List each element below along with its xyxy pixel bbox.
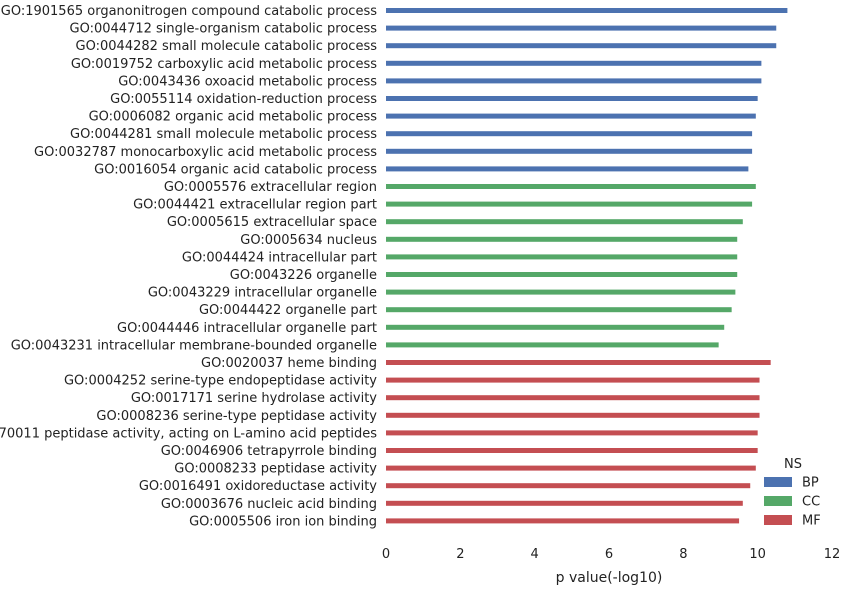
bar (386, 395, 760, 401)
bar (386, 500, 743, 506)
x-tick-label: 6 (605, 547, 613, 562)
bar (386, 166, 749, 172)
bar (386, 60, 762, 66)
category-label: GO:0005634 nucleus (240, 233, 377, 248)
bar (386, 8, 788, 13)
category-label: GO:0005615 extracellular space (167, 215, 377, 230)
bar (386, 113, 756, 119)
category-label: GO:0020037 heme binding (201, 356, 377, 371)
legend-label: BP (802, 476, 819, 491)
legend-label: CC (802, 495, 820, 510)
category-label: GO:0055114 oxidation-reduction process (110, 92, 377, 107)
category-label: GO:0005506 iron ion binding (189, 514, 377, 529)
bar (386, 78, 762, 84)
category-label: GO:0044282 small molecule catabolic proc… (76, 39, 378, 54)
category-label: GO:0044421 extracellular region part (133, 198, 377, 213)
legend-swatch (764, 496, 792, 506)
bar (386, 289, 736, 295)
x-axis: 0 2 4 6 8 10 12 (382, 547, 840, 562)
category-label: GO:0043231 intracellular membrane-bounde… (11, 338, 377, 353)
x-tick-label: 10 (749, 547, 766, 562)
category-label: GO:0044281 small molecule metabolic proc… (70, 127, 377, 142)
category-label: GO:0008236 serine-type peptidase activit… (96, 409, 377, 424)
bar (386, 184, 756, 189)
bar (386, 377, 760, 383)
bar (386, 254, 738, 260)
legend-label: MF (802, 514, 821, 529)
category-label: GO:0046906 tetrapyrrole binding (161, 444, 377, 459)
category-labels: GO:1901565 organonitrogen compound catab… (0, 4, 377, 529)
bar (386, 360, 771, 365)
bar (386, 201, 753, 207)
bar (386, 342, 719, 348)
bar (386, 25, 777, 31)
category-label: GO:0016054 organic acid catabolic proces… (94, 162, 377, 177)
category-label: GO:0043226 organelle (230, 268, 377, 283)
x-tick-label: 2 (456, 547, 464, 562)
x-tick-label: 8 (679, 547, 687, 562)
legend-swatch (764, 515, 792, 525)
legend: NS BP CC MF (764, 457, 821, 529)
legend-title: NS (784, 457, 802, 472)
bars (386, 8, 788, 524)
bar (386, 307, 732, 313)
category-label: GO:0008233 peptidase activity (174, 462, 377, 477)
category-label: GO:0044712 single-organism catabolic pro… (70, 22, 378, 37)
legend-swatch (764, 477, 792, 487)
bar (386, 518, 740, 524)
bar (386, 324, 725, 330)
category-label: GO:1901565 organonitrogen compound catab… (1, 4, 377, 19)
category-label: GO:0044446 intracellular organelle part (117, 321, 377, 336)
category-label: GO:0070011 peptidase activity, acting on… (0, 426, 377, 441)
category-label: GO:0017171 serine hydrolase activity (131, 391, 377, 406)
bar (386, 148, 753, 154)
category-label: GO:0043436 oxoacid metabolic process (118, 74, 377, 89)
category-label: GO:0003676 nucleic acid binding (161, 497, 377, 512)
category-label: GO:0043229 intracellular organelle (148, 286, 377, 301)
bar (386, 131, 753, 137)
bar (386, 272, 738, 277)
bar (386, 430, 758, 436)
category-label: GO:0016491 oxidoreductase activity (139, 479, 377, 494)
bar (386, 465, 756, 471)
bar (386, 483, 751, 489)
x-axis-label: p value(-log10) (556, 570, 663, 586)
category-label: GO:0044422 organelle part (199, 303, 377, 318)
category-label: GO:0019752 carboxylic acid metabolic pro… (71, 57, 377, 72)
category-label: GO:0032787 monocarboxylic acid metabolic… (34, 145, 377, 160)
bar (386, 236, 738, 242)
x-tick-label: 12 (824, 547, 841, 562)
category-label: GO:0044424 intracellular part (182, 250, 377, 265)
category-label: GO:0005576 extracellular region (164, 180, 377, 195)
bar (386, 43, 777, 49)
bar (386, 448, 758, 453)
category-label: GO:0004252 serine-type endopeptidase act… (64, 374, 377, 389)
x-tick-label: 0 (382, 547, 390, 562)
bar (386, 412, 760, 418)
bar (386, 219, 743, 225)
category-label: GO:0006082 organic acid metabolic proces… (89, 110, 378, 125)
x-tick-label: 4 (531, 547, 539, 562)
bar (386, 96, 758, 101)
